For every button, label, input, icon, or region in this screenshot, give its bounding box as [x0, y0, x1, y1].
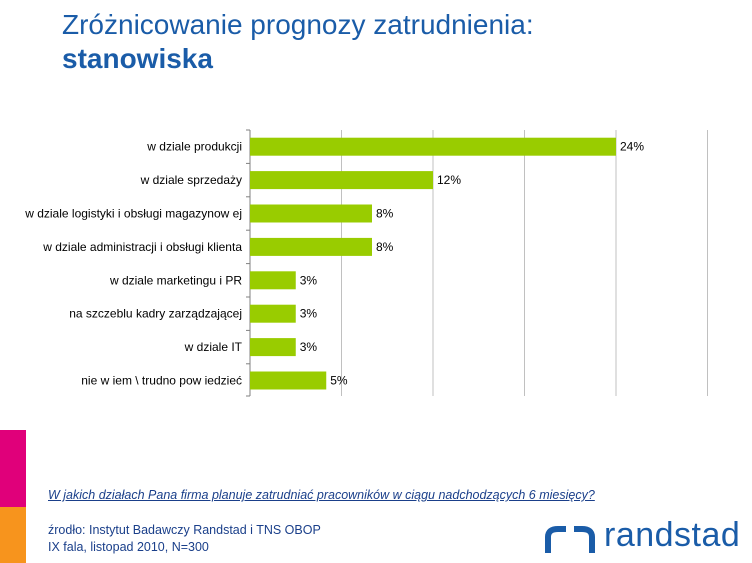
source-line-2: IX fala, listopad 2010, N=300 [48, 540, 209, 554]
accent-bar-orange [0, 507, 26, 563]
bar [250, 271, 296, 290]
bar [250, 237, 372, 256]
data-label: 3% [300, 273, 318, 287]
category-label: w dziale produkcji [146, 140, 242, 154]
bar-chart: w dziale produkcji 24% w dziale sprzedaży 1… [24, 129, 708, 397]
data-label: 24% [620, 140, 644, 154]
bar [250, 204, 372, 223]
data-label: 12% [437, 173, 461, 187]
bar [250, 137, 616, 156]
title-line-1: Zróżnicowanie prognozy zatrudnienia: [62, 9, 534, 40]
accent-bar-pink [0, 430, 26, 507]
category-label: w dziale marketingu i PR [109, 273, 242, 287]
data-label: 3% [300, 307, 318, 321]
category-label: w dziale administracji i obsługi klienta [42, 240, 242, 254]
category-label: nie w iem \ trudno pow iedzieć [81, 374, 242, 388]
source-note: źrodło: Instytut Badawczy Randstad i TNS… [48, 522, 321, 556]
title-line-2: stanowiska [62, 43, 213, 74]
data-label: 5% [330, 374, 348, 388]
bar [250, 171, 433, 190]
category-label: w dziale sprzedaży [140, 173, 242, 187]
data-label: 3% [300, 340, 318, 354]
bar [250, 338, 296, 357]
randstad-logo-icon [545, 526, 595, 553]
bar [250, 371, 327, 390]
bar [250, 304, 296, 323]
page-title: Zróżnicowanie prognozy zatrudnienia: sta… [62, 8, 534, 76]
source-line-1: źrodło: Instytut Badawczy Randstad i TNS… [48, 523, 321, 537]
randstad-logo-text: randstad [604, 516, 741, 554]
randstad-logo: randstad [544, 515, 749, 555]
category-label: w dziale logistyki i obsługi magazynow e… [24, 207, 242, 221]
survey-question: W jakich działach Pana firma planuje zat… [48, 488, 595, 502]
category-label: na szczeblu kadry zarządzającej [69, 307, 242, 321]
data-label: 8% [376, 207, 394, 221]
data-label: 8% [376, 240, 394, 254]
category-label: w dziale IT [184, 340, 243, 354]
